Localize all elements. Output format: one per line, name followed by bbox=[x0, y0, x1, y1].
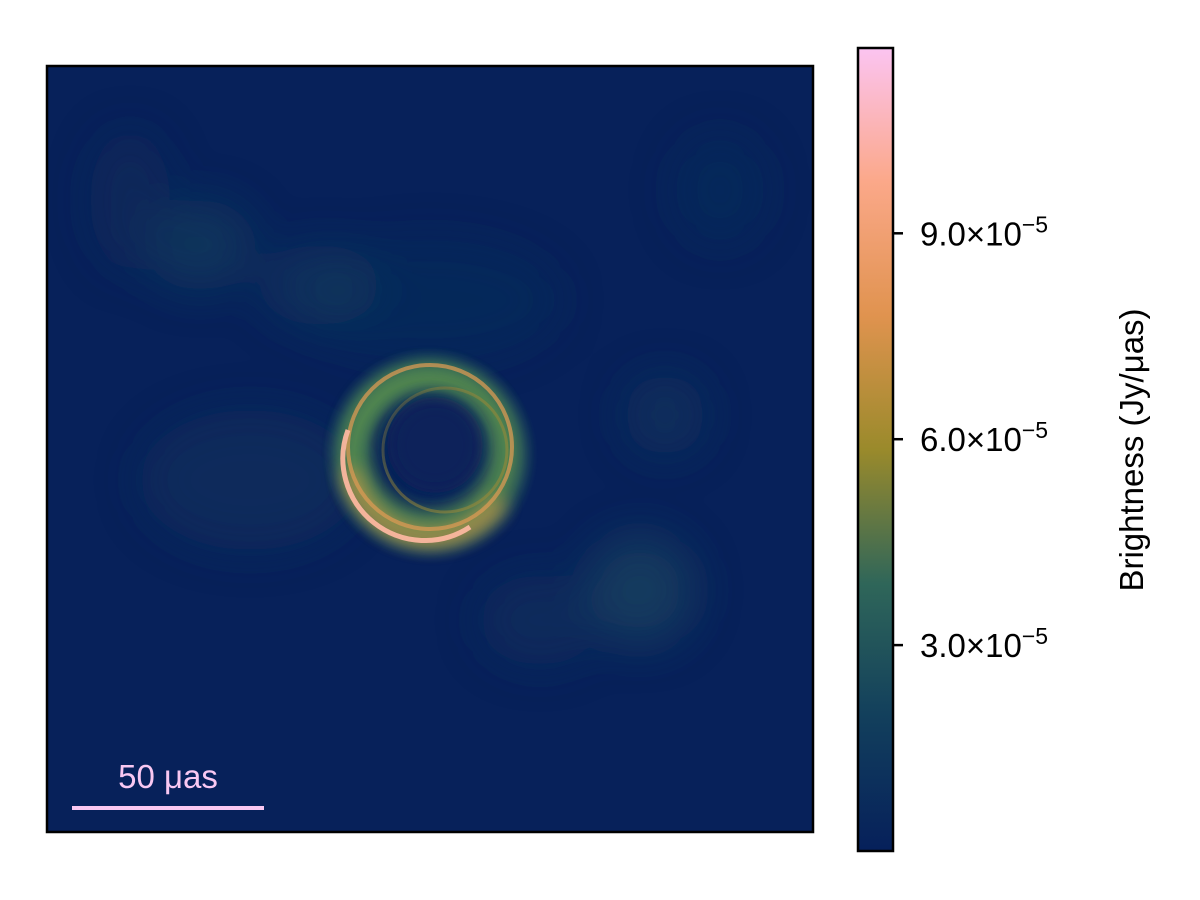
blotch bbox=[90, 130, 170, 270]
blotch bbox=[480, 575, 600, 665]
ring-body bbox=[341, 365, 515, 539]
tick-exponent: −5 bbox=[1022, 417, 1048, 443]
colorbar: 3.0×10−56.0×10−59.0×10−5 Brightness (Jy/… bbox=[856, 46, 1150, 853]
colorbar-tick-label: 6.0×10−5 bbox=[920, 417, 1048, 458]
scalebar-label: 50 μas bbox=[118, 758, 218, 795]
tick-base: ×10 bbox=[966, 627, 1022, 664]
blotch bbox=[145, 200, 255, 290]
ring-peak-arc bbox=[340, 429, 472, 543]
image-panel: 50 μas bbox=[47, 66, 813, 832]
colorbar-ticks: 3.0×10−56.0×10−59.0×10−5 bbox=[893, 211, 1048, 664]
ring bbox=[322, 347, 538, 563]
colorbar-label: Brightness (Jy/μas) bbox=[1113, 308, 1150, 591]
ring-thin-outer bbox=[346, 363, 514, 531]
tick-mantissa: 6.0 bbox=[920, 421, 966, 458]
blotch bbox=[625, 375, 705, 455]
tick-exponent: −5 bbox=[1022, 623, 1048, 649]
image-frame bbox=[45, 64, 815, 834]
ring-thin-inner bbox=[381, 386, 509, 514]
colorbar-tick-label: 9.0×10−5 bbox=[920, 211, 1048, 252]
blotch bbox=[140, 410, 360, 550]
blotch bbox=[675, 135, 765, 245]
tick-exponent: −5 bbox=[1022, 211, 1048, 237]
tick-mantissa: 9.0 bbox=[920, 215, 966, 252]
scalebar: 50 μas bbox=[72, 758, 264, 810]
background-blotches bbox=[90, 130, 765, 665]
colorbar-fill bbox=[858, 48, 893, 851]
blotch bbox=[300, 240, 560, 360]
ring-shadow bbox=[387, 397, 483, 493]
tick-mantissa: 3.0 bbox=[920, 627, 966, 664]
tick-base: ×10 bbox=[966, 421, 1022, 458]
tick-base: ×10 bbox=[966, 215, 1022, 252]
blotch bbox=[585, 535, 695, 645]
colorbar-tick-label: 3.0×10−5 bbox=[920, 623, 1048, 664]
ring-bright-arc bbox=[342, 468, 507, 546]
colorbar-frame bbox=[856, 46, 895, 853]
